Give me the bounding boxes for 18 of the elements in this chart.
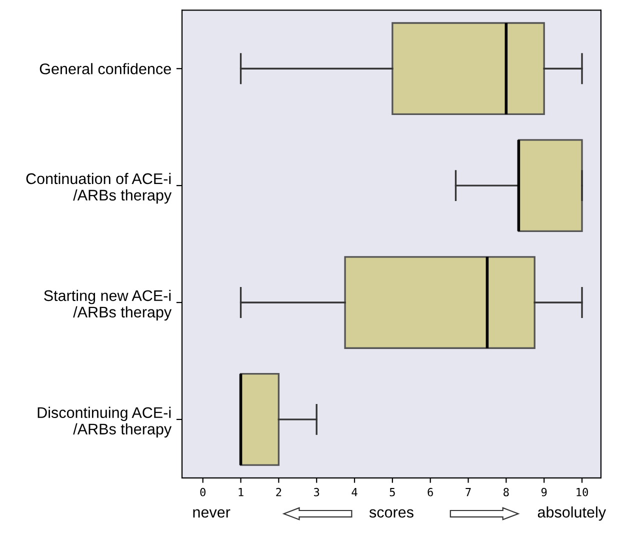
x-tick-label: 3 bbox=[314, 488, 320, 496]
text: never bbox=[193, 509, 230, 518]
y-tick-label: General confidence bbox=[40, 63, 171, 74]
x-tick-label: 8 bbox=[504, 488, 509, 496]
text: absolutely bbox=[538, 506, 606, 521]
x-tick-label: 6 bbox=[428, 488, 433, 496]
x-tick-label: 5 bbox=[390, 488, 395, 496]
y-tick-label: Starting new ACE-i /ARBs therapy bbox=[44, 290, 172, 321]
y-tick-label: Continuation of ACE-i /ARBs therapy bbox=[26, 172, 172, 204]
x-tick-label: 7 bbox=[466, 488, 471, 496]
x-tick-label: 10 bbox=[576, 488, 588, 496]
x-tick-label: 1 bbox=[238, 488, 244, 496]
x-tick-label: 2 bbox=[276, 488, 282, 496]
text: scores bbox=[369, 509, 414, 518]
y-tick-label: Discontinuing ACE-i /ARBs therapy bbox=[38, 406, 172, 438]
x-tick-label: 9 bbox=[541, 488, 547, 496]
x-tick-label: 4 bbox=[352, 488, 358, 496]
x-tick-label: 0 bbox=[200, 488, 206, 496]
